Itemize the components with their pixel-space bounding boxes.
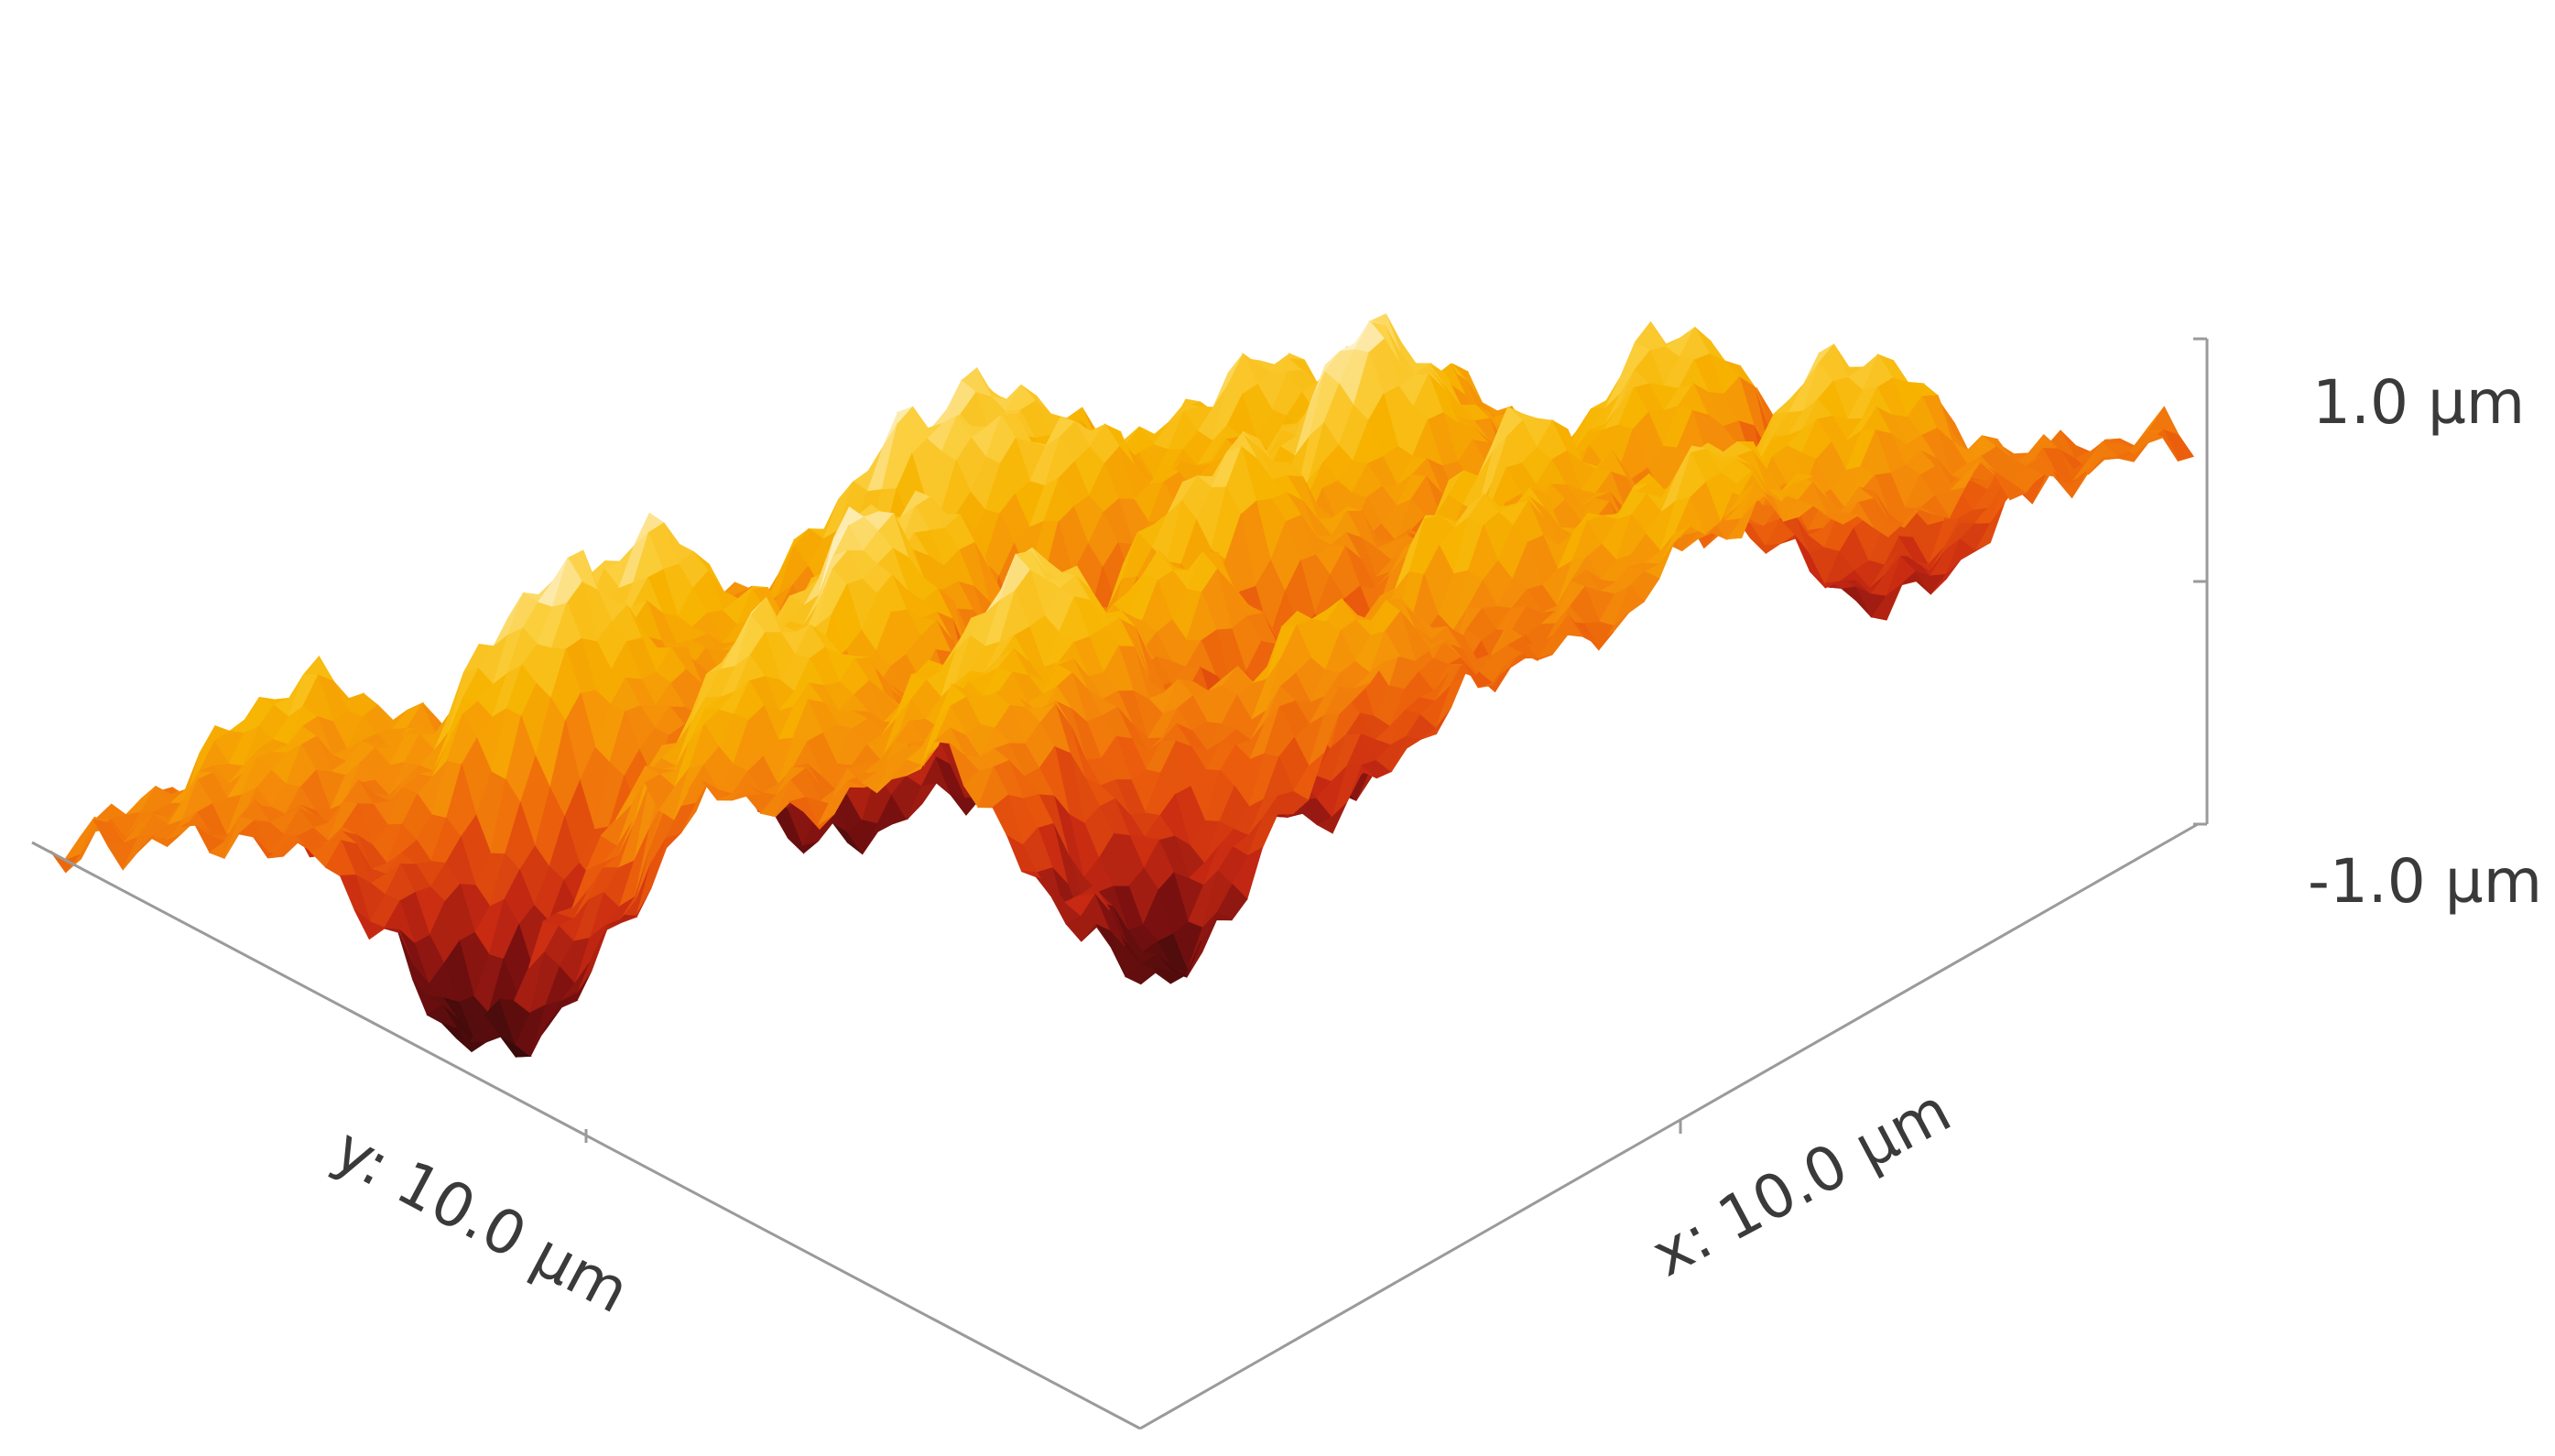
surface-mesh [49,313,2194,1058]
